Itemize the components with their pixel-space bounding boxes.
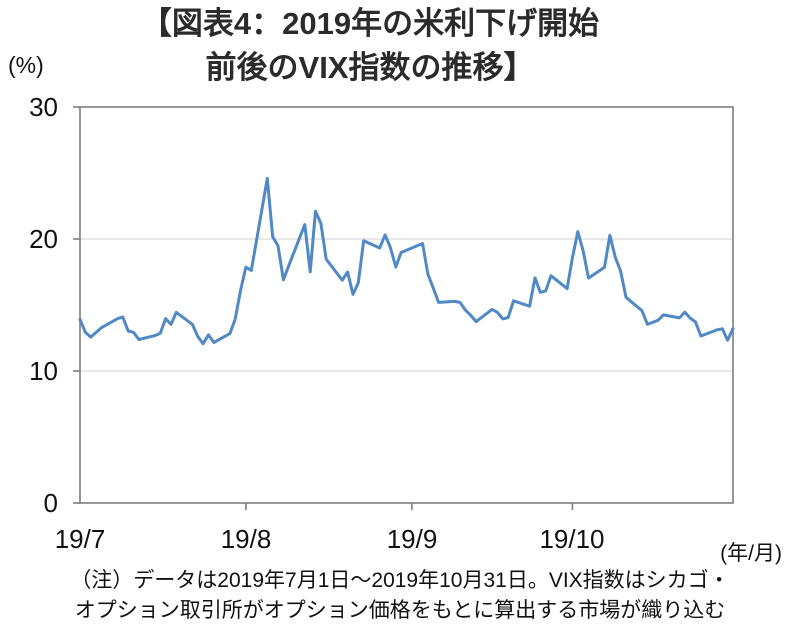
y-axis-unit-label: (%) — [8, 52, 44, 78]
x-tick-label-19-8: 19/8 — [220, 524, 272, 554]
plot-area — [73, 106, 735, 510]
vix-line-series — [78, 176, 735, 346]
x-axis-unit-label: (年/月) — [720, 542, 782, 565]
y-tick-label-30: 30 — [29, 92, 58, 122]
chart-title-line1: 【図表4：2019年の米利下げ開始 — [140, 6, 600, 41]
vix-line-chart — [73, 106, 735, 510]
y-tick-label-0: 0 — [43, 488, 58, 518]
y-tick-label-10: 10 — [29, 356, 58, 386]
y-tick-label-20: 20 — [29, 224, 58, 254]
x-tick-label-19-9: 19/9 — [386, 524, 438, 554]
chart-title: 【図表4：2019年の米利下げ開始 前後のVIX指数の推移】 — [0, 2, 770, 90]
x-tick-label-19-7: 19/7 — [54, 524, 106, 554]
footnote-line2: オプション取引所がオプション価格をもとに算出する市場が織り込む — [74, 599, 726, 622]
plot-border — [79, 106, 734, 504]
x-tick-label-19-10: 19/10 — [539, 524, 605, 554]
footnote: （注）データは2019年7月1日～2019年10月31日。VIX指数はシカゴ・ … — [0, 566, 800, 626]
chart-title-line2: 前後のVIX指数の推移】 — [205, 50, 535, 85]
footnote-line1: （注）データは2019年7月1日～2019年10月31日。VIX指数はシカゴ・ — [70, 569, 730, 592]
